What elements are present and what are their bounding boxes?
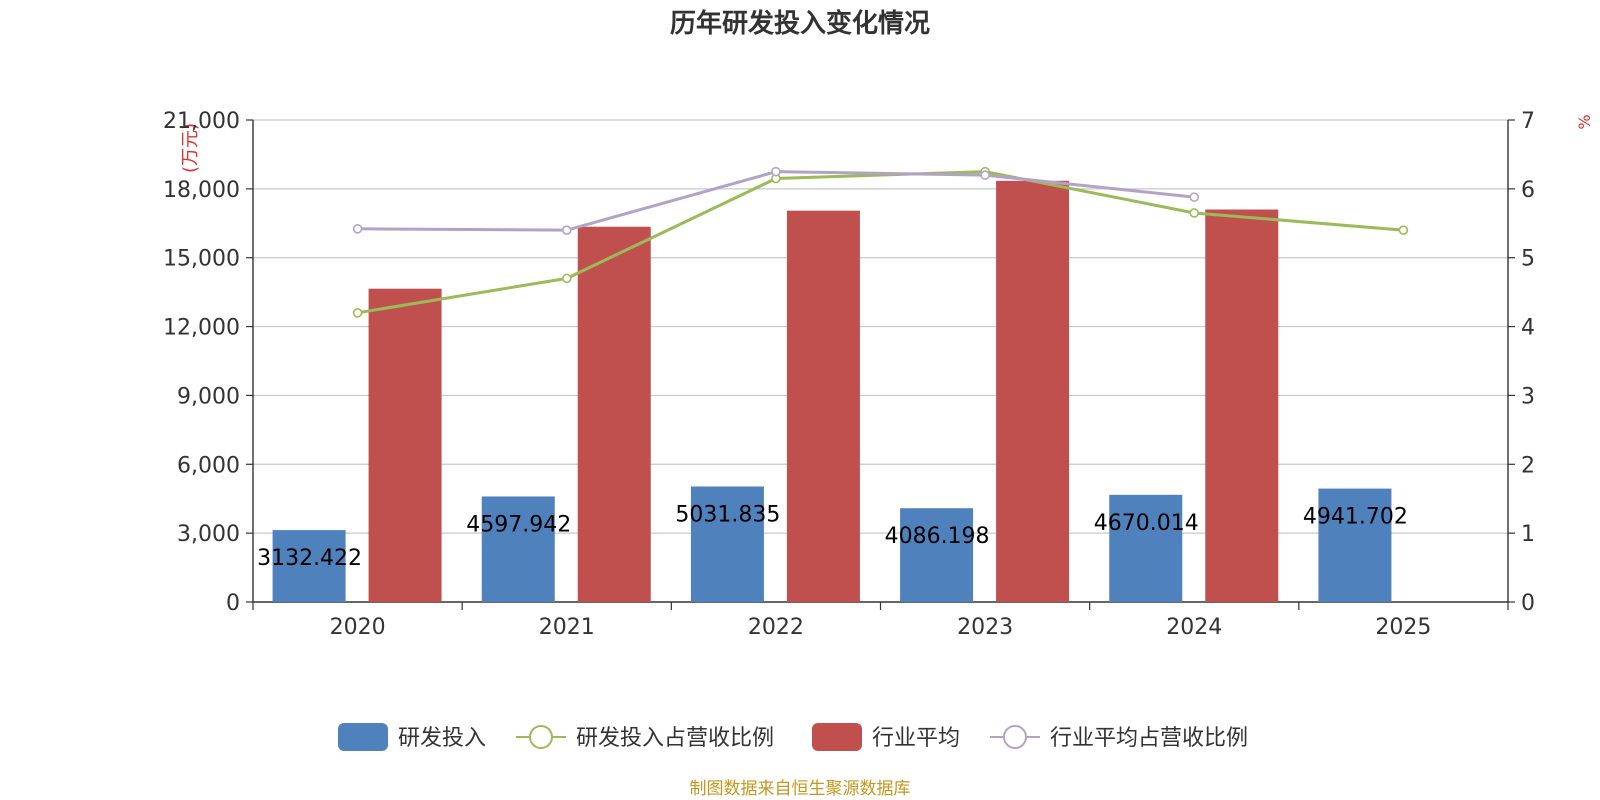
left-axis-unit-label: (万元) (180, 123, 201, 173)
right-axis-tick-label: 5 (1521, 247, 1535, 272)
rd-investment-bar (900, 508, 974, 602)
rd-investment-bar (1109, 494, 1183, 602)
industry-ratio-point (771, 166, 781, 177)
left-axis-tick-label: 15,000 (163, 247, 240, 272)
x-axis-tick-label: 2025 (1375, 615, 1431, 640)
right-axis-unit-label: % (1575, 114, 1594, 129)
legend-rd-investment-label: 研发投入 (398, 726, 486, 751)
axes: 0 3,000 6,000 9,000 12,000 15,000 18,000 21,000… (163, 109, 1535, 640)
legend-industry-ratio-label: 行业平均占营收比例 (1050, 726, 1248, 751)
right-axis-tick-label: 1 (1521, 522, 1535, 547)
industry-average-bar (368, 288, 442, 602)
legend-rd-ratio-label: 研发投入占营收比例 (576, 726, 774, 751)
left-axis-tick-label: 3,000 (177, 522, 240, 547)
source-note: 制图数据来自恒生聚源数据库 (690, 779, 911, 799)
bars (272, 180, 1392, 603)
rd-investment-bar (1318, 488, 1392, 602)
data-labels: 3132.422 4597.942 5031.835 4086.198 4670.014… (257, 503, 1408, 572)
rd-ratio-point (352, 307, 363, 318)
gridlines (253, 119, 1508, 534)
industry-average-bar (1205, 209, 1279, 602)
x-axis-tick-label: 2021 (539, 615, 595, 640)
left-axis-tick-label: 9,000 (177, 384, 240, 409)
rd-investment-data-label: 4597.942 (466, 512, 571, 537)
rd-investment-bar (690, 486, 764, 602)
rd-ratio-point (1398, 225, 1409, 235)
legend-industry-average-label: 行业平均 (872, 726, 960, 751)
right-axis-tick-label: 0 (1521, 591, 1535, 616)
industry-ratio-point (1189, 192, 1200, 202)
left-axis-tick-label: 0 (226, 591, 240, 616)
left-axis-tick-label: 12,000 (163, 316, 240, 341)
industry-ratio-point (352, 223, 363, 234)
legend-rd-investment-swatch (338, 723, 388, 751)
x-axis-tick-label: 2024 (1166, 615, 1222, 640)
left-axis-tick-label: 18,000 (163, 178, 240, 203)
rd-ratio-point (1189, 208, 1200, 218)
industry-average-bar (786, 210, 860, 602)
right-axis-tick-label: 3 (1521, 384, 1535, 409)
rd-investment-bar (481, 496, 555, 602)
x-axis-tick-label: 2020 (330, 615, 386, 640)
lines (352, 166, 1409, 318)
legend: 研发投入 研发投入占营收比例 行业平均 行业平均占营收比例 (338, 723, 1248, 751)
chart-title: 历年研发投入变化情况 (670, 8, 930, 39)
rd-ratio-line (357, 170, 1404, 315)
x-axis-tick-label: 2023 (957, 615, 1013, 640)
rd-investment-data-label: 4086.198 (885, 524, 990, 549)
legend-industry-average-swatch (812, 723, 862, 751)
industry-average-bar (996, 180, 1070, 603)
rd-investment-bar (272, 530, 346, 602)
rd-investment-data-label: 4941.702 (1303, 505, 1408, 530)
rd-ratio-point (561, 273, 572, 284)
left-axis-tick-label: 6,000 (177, 453, 240, 478)
rd-investment-data-label: 4670.014 (1094, 511, 1199, 536)
x-axis-tick-label: 2022 (748, 615, 804, 640)
right-axis-tick-label: 2 (1521, 453, 1535, 478)
left-axis-tick-label: 21,000 (163, 109, 240, 134)
legend-industry-ratio-swatch-marker (1003, 725, 1027, 749)
right-axis-tick-label: 7 (1521, 109, 1535, 134)
legend-rd-ratio-swatch-marker (529, 725, 553, 749)
industry-average-bar (577, 226, 651, 602)
industry-ratio-point (561, 225, 572, 235)
industry-ratio-point (980, 170, 990, 180)
right-axis-tick-label: 4 (1521, 316, 1535, 341)
rd-investment-data-label: 3132.422 (257, 546, 362, 571)
right-axis-tick-label: 6 (1521, 178, 1535, 203)
rd-investment-data-label: 5031.835 (675, 503, 780, 528)
